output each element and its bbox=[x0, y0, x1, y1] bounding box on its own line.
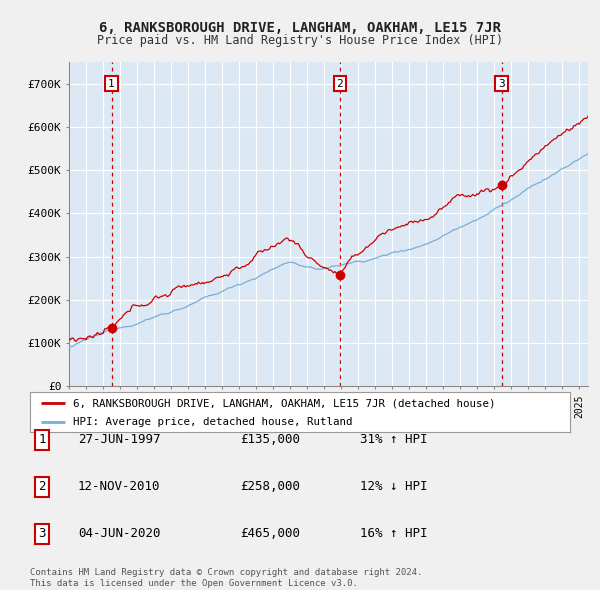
Text: This data is licensed under the Open Government Licence v3.0.: This data is licensed under the Open Gov… bbox=[30, 579, 358, 588]
Text: 27-JUN-1997: 27-JUN-1997 bbox=[78, 433, 161, 446]
Text: 1: 1 bbox=[38, 433, 46, 446]
Text: £135,000: £135,000 bbox=[240, 433, 300, 446]
Text: 16% ↑ HPI: 16% ↑ HPI bbox=[360, 527, 427, 540]
Text: 1: 1 bbox=[108, 78, 115, 88]
Text: HPI: Average price, detached house, Rutland: HPI: Average price, detached house, Rutl… bbox=[73, 417, 353, 427]
Text: Contains HM Land Registry data © Crown copyright and database right 2024.: Contains HM Land Registry data © Crown c… bbox=[30, 568, 422, 576]
Text: 12-NOV-2010: 12-NOV-2010 bbox=[78, 480, 161, 493]
Text: 3: 3 bbox=[38, 527, 46, 540]
Text: 2: 2 bbox=[337, 78, 343, 88]
Text: £258,000: £258,000 bbox=[240, 480, 300, 493]
Text: 04-JUN-2020: 04-JUN-2020 bbox=[78, 527, 161, 540]
Text: £465,000: £465,000 bbox=[240, 527, 300, 540]
Text: 12% ↓ HPI: 12% ↓ HPI bbox=[360, 480, 427, 493]
Text: 6, RANKSBOROUGH DRIVE, LANGHAM, OAKHAM, LE15 7JR (detached house): 6, RANKSBOROUGH DRIVE, LANGHAM, OAKHAM, … bbox=[73, 398, 496, 408]
Text: 31% ↑ HPI: 31% ↑ HPI bbox=[360, 433, 427, 446]
Text: 3: 3 bbox=[498, 78, 505, 88]
Text: 2: 2 bbox=[38, 480, 46, 493]
Text: 6, RANKSBOROUGH DRIVE, LANGHAM, OAKHAM, LE15 7JR: 6, RANKSBOROUGH DRIVE, LANGHAM, OAKHAM, … bbox=[99, 21, 501, 35]
Text: Price paid vs. HM Land Registry's House Price Index (HPI): Price paid vs. HM Land Registry's House … bbox=[97, 34, 503, 47]
